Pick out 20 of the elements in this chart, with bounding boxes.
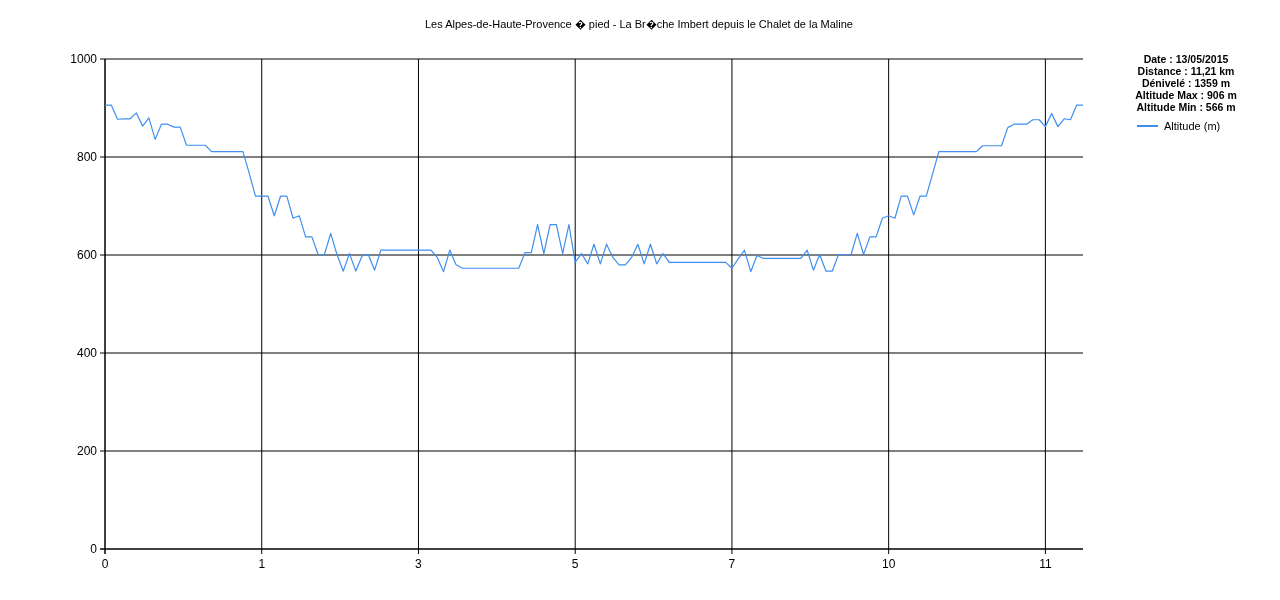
text: Dénivelé : 1359 m [1141, 77, 1231, 89]
text: Altitude Max : 906 m [1135, 89, 1237, 101]
x-tick-label: 5 [571, 557, 579, 571]
chart-title: Les Alpes-de-Haute-Provence � pied - La Br�che Imbert depuis le Chalet de la Maline [424, 18, 854, 30]
text: Altitude Min : 566 m [1136, 101, 1236, 113]
y-tick-label: 600 [76, 248, 98, 263]
x-tick-label: 11 [1039, 557, 1052, 571]
y-tick-label: 200 [76, 444, 98, 459]
y-tick-label: 0 [90, 542, 98, 557]
legend-label: Altitude (m) [1164, 119, 1221, 132]
x-tick-label: 0 [101, 557, 109, 571]
y-tick-label: 400 [76, 346, 98, 361]
x-tick-label: 10 [881, 557, 896, 571]
x-tick-label: 1 [258, 557, 266, 571]
x-tick-label: 7 [728, 557, 736, 571]
text: Distance : 11,21 km [1137, 65, 1235, 77]
y-tick-label: 800 [76, 150, 98, 165]
text: Date : 13/05/2015 [1143, 53, 1229, 65]
y-tick-label: 1000 [70, 52, 98, 67]
x-tick-label: 3 [415, 557, 423, 571]
